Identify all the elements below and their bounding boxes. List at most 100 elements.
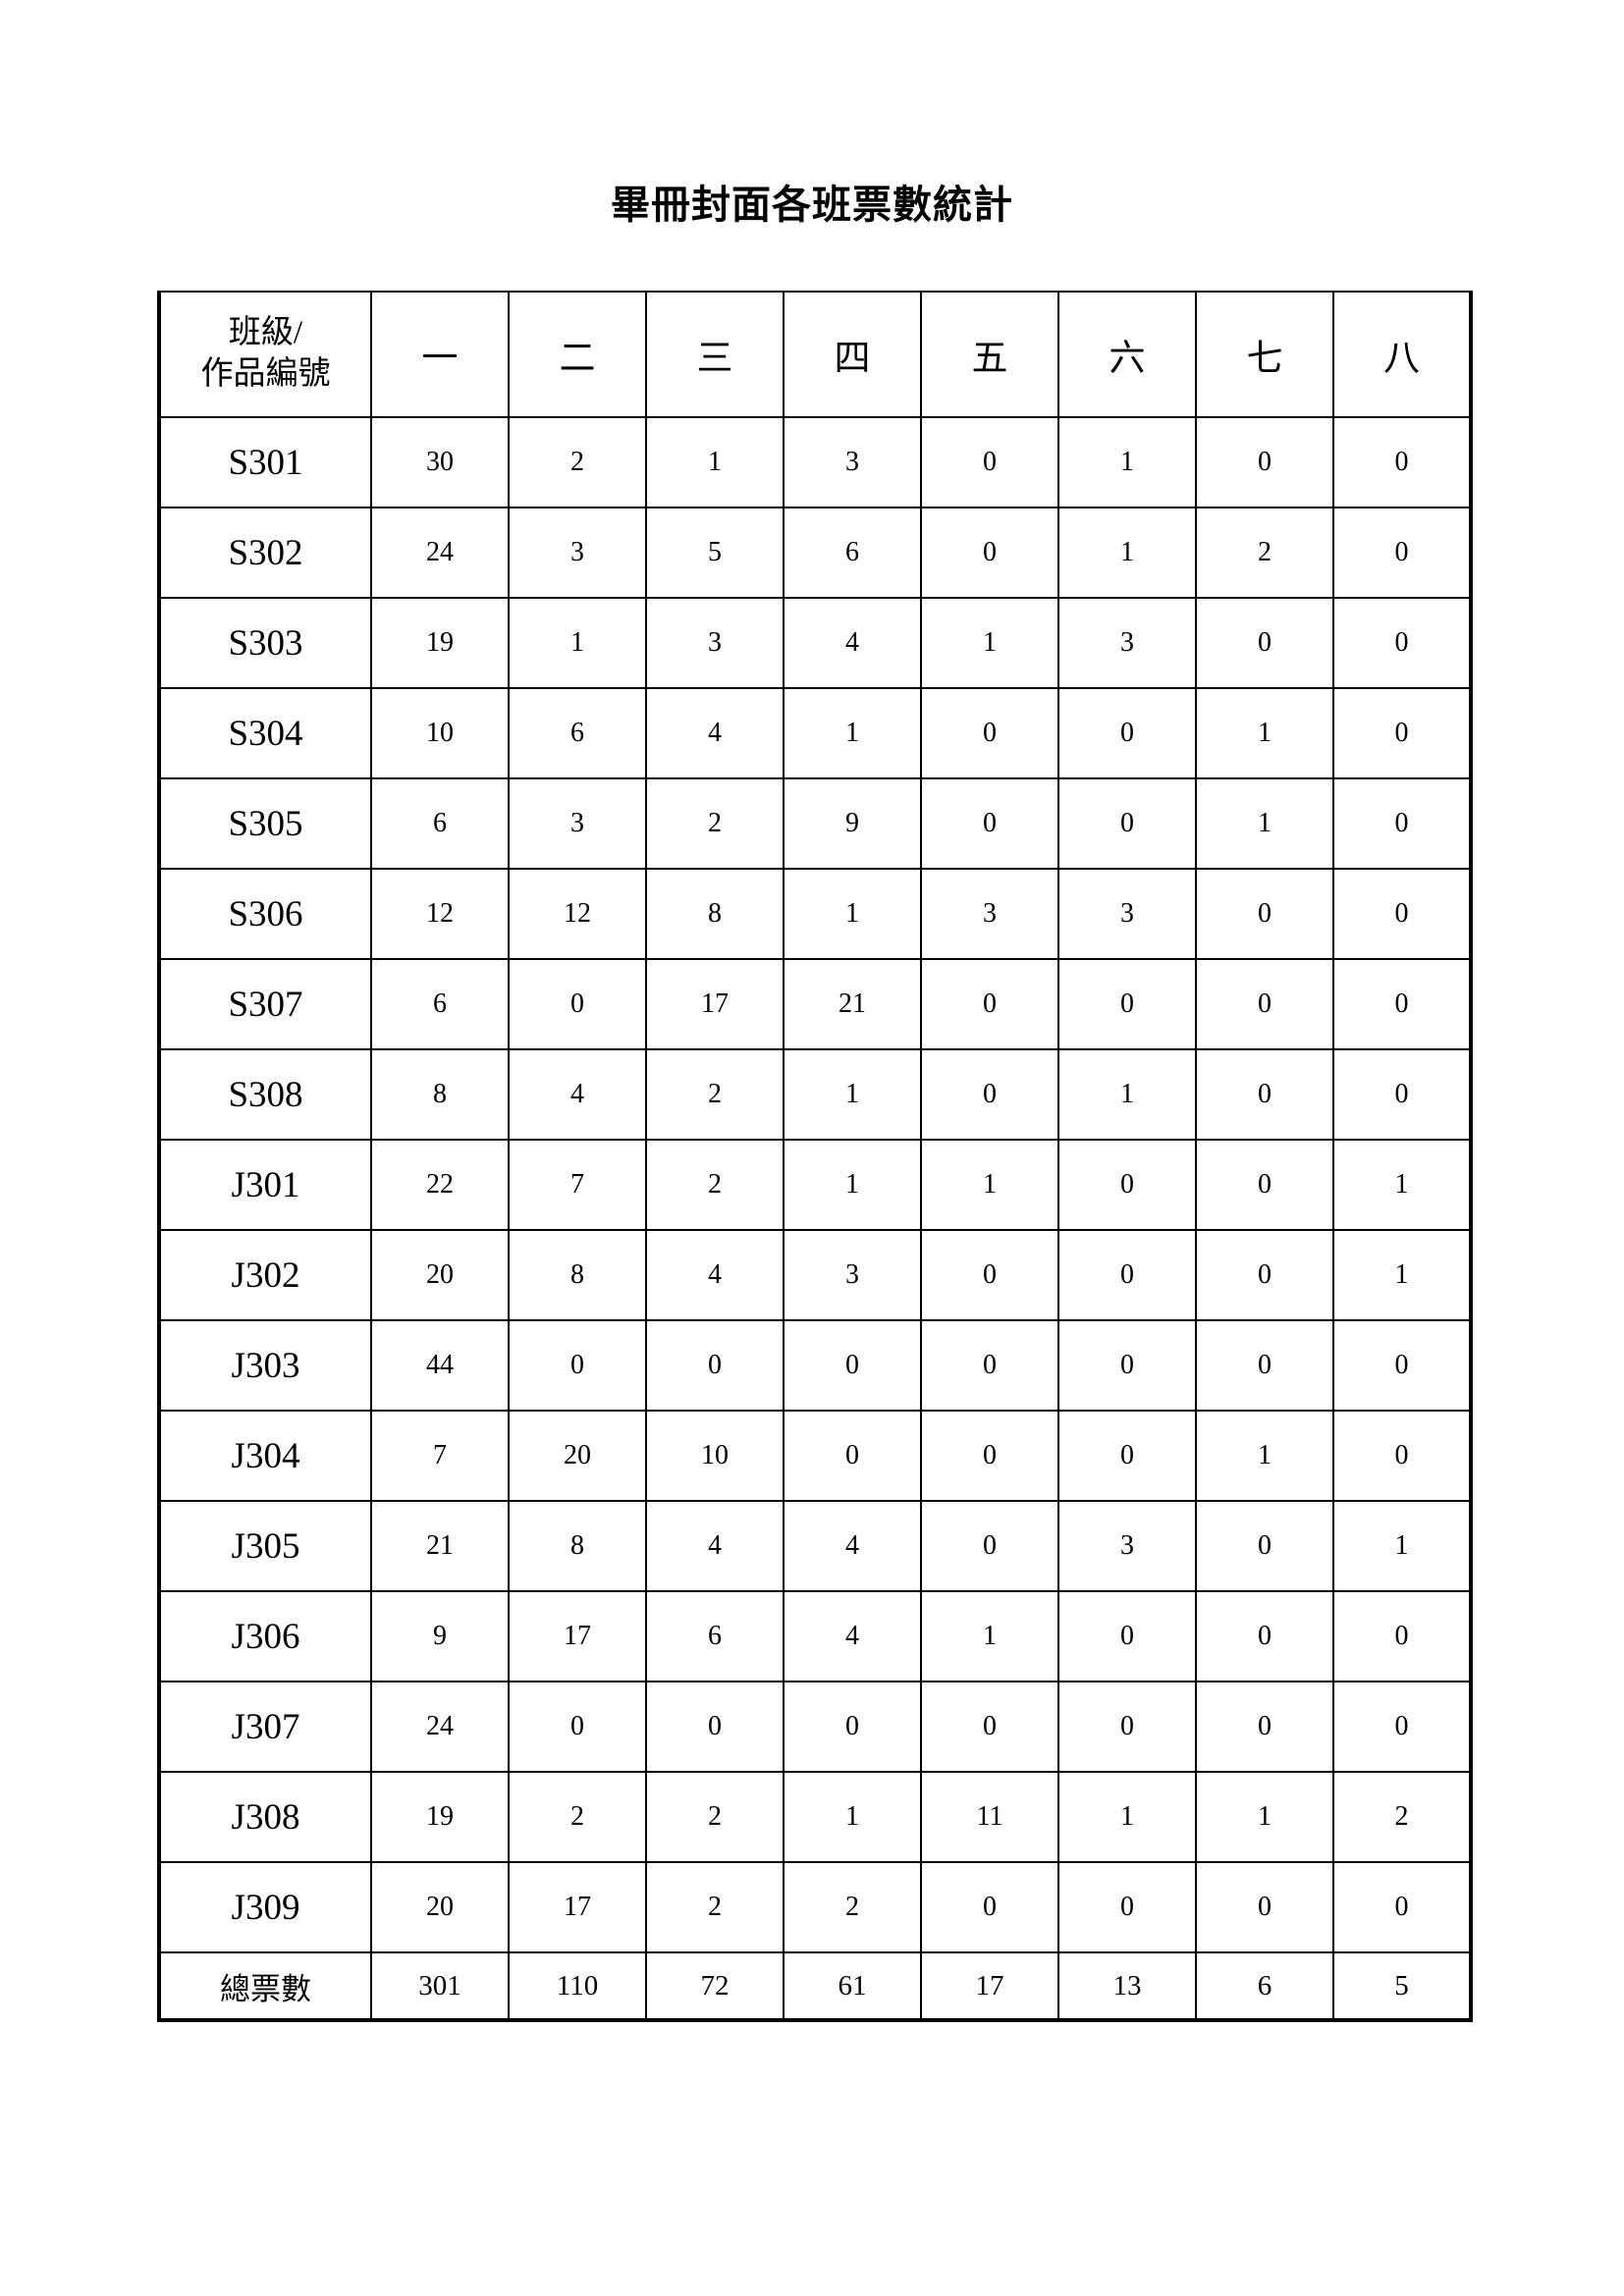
row-label-j304: J304 [157, 1410, 372, 1502]
column-header-3: 三 [645, 291, 785, 418]
total-cell-8: 5 [1332, 1951, 1473, 2022]
cell-s308-7: 0 [1195, 1048, 1334, 1141]
cell-s308-8: 0 [1332, 1048, 1473, 1141]
cell-s304-5: 0 [920, 687, 1059, 779]
cell-s307-3: 17 [645, 958, 785, 1050]
cell-j301-3: 2 [645, 1139, 785, 1231]
cell-j307-7: 0 [1195, 1681, 1334, 1773]
cell-s301-5: 0 [920, 416, 1059, 508]
cell-s305-5: 0 [920, 777, 1059, 870]
cell-s304-7: 1 [1195, 687, 1334, 779]
cell-j308-7: 1 [1195, 1771, 1334, 1863]
total-cell-3: 72 [645, 1951, 785, 2022]
cell-j307-3: 0 [645, 1681, 785, 1773]
cell-j303-2: 0 [508, 1319, 647, 1412]
cell-j302-8: 1 [1332, 1229, 1473, 1321]
cell-j303-5: 0 [920, 1319, 1059, 1412]
table-row: J306 9 17 6 4 1 0 0 0 [157, 1590, 1473, 1682]
table-row: J302 20 8 4 3 0 0 0 1 [157, 1229, 1473, 1321]
cell-s307-6: 0 [1057, 958, 1197, 1050]
cell-s303-1: 19 [370, 597, 510, 689]
cell-s303-5: 1 [920, 597, 1059, 689]
table-body: S301 30 2 1 3 0 1 0 0 S302 24 3 5 6 0 1 2 0 S303 19 1 3 4 1 3 0 0 S… [157, 416, 1473, 2022]
cell-j307-6: 0 [1057, 1681, 1197, 1773]
cell-s305-2: 3 [508, 777, 647, 870]
cell-s306-2: 12 [508, 868, 647, 960]
cell-j303-3: 0 [645, 1319, 785, 1412]
page-title: 畢冊封面各班票數統計 [611, 183, 1013, 227]
cell-s302-3: 5 [645, 507, 785, 599]
cell-j307-4: 0 [783, 1681, 922, 1773]
table-row: S308 8 4 2 1 0 1 0 0 [157, 1048, 1473, 1141]
row-label-s308: S308 [157, 1048, 372, 1141]
cell-s303-3: 3 [645, 597, 785, 689]
column-header-7: 七 [1195, 291, 1334, 418]
cell-s304-1: 10 [370, 687, 510, 779]
cell-s306-1: 12 [370, 868, 510, 960]
cell-s307-5: 0 [920, 958, 1059, 1050]
cell-s302-2: 3 [508, 507, 647, 599]
cell-s302-5: 0 [920, 507, 1059, 599]
cell-s301-4: 3 [783, 416, 922, 508]
cell-s303-6: 3 [1057, 597, 1197, 689]
cell-s308-2: 4 [508, 1048, 647, 1141]
cell-s306-5: 3 [920, 868, 1059, 960]
cell-j309-5: 0 [920, 1861, 1059, 1953]
cell-j308-8: 2 [1332, 1771, 1473, 1863]
column-header-1: 一 [370, 291, 510, 418]
corner-header-line-2: 作品編號 [200, 356, 331, 392]
cell-s308-4: 1 [783, 1048, 922, 1141]
cell-s301-7: 0 [1195, 416, 1334, 508]
cell-j306-6: 0 [1057, 1590, 1197, 1682]
cell-s304-3: 4 [645, 687, 785, 779]
cell-s308-3: 2 [645, 1048, 785, 1141]
cell-s304-2: 6 [508, 687, 647, 779]
cell-j301-7: 0 [1195, 1139, 1334, 1231]
cell-j309-8: 0 [1332, 1861, 1473, 1953]
cell-s306-6: 3 [1057, 868, 1197, 960]
row-label-s302: S302 [157, 507, 372, 599]
cell-j301-4: 1 [783, 1139, 922, 1231]
cell-j306-1: 9 [370, 1590, 510, 1682]
cell-j306-8: 0 [1332, 1590, 1473, 1682]
cell-j305-4: 4 [783, 1500, 922, 1592]
cell-j309-1: 20 [370, 1861, 510, 1953]
cell-s304-6: 0 [1057, 687, 1197, 779]
cell-j307-1: 24 [370, 1681, 510, 1773]
table-row: J304 7 20 10 0 0 0 1 0 [157, 1410, 1473, 1502]
cell-j309-3: 2 [645, 1861, 785, 1953]
column-header-6: 六 [1057, 291, 1197, 418]
cell-s307-4: 21 [783, 958, 922, 1050]
cell-j308-6: 1 [1057, 1771, 1197, 1863]
cell-s307-8: 0 [1332, 958, 1473, 1050]
table-row: J309 20 17 2 2 0 0 0 0 [157, 1861, 1473, 1953]
row-label-j301: J301 [157, 1139, 372, 1231]
cell-j303-1: 44 [370, 1319, 510, 1412]
row-label-j305: J305 [157, 1500, 372, 1592]
cell-s303-2: 1 [508, 597, 647, 689]
cell-s305-3: 2 [645, 777, 785, 870]
table-row: S301 30 2 1 3 0 1 0 0 [157, 416, 1473, 508]
cell-s304-8: 0 [1332, 687, 1473, 779]
cell-s302-4: 6 [783, 507, 922, 599]
table-row: J307 24 0 0 0 0 0 0 0 [157, 1681, 1473, 1773]
row-label-s301: S301 [157, 416, 372, 508]
cell-s301-8: 0 [1332, 416, 1473, 508]
table-row: S307 6 0 17 21 0 0 0 0 [157, 958, 1473, 1050]
cell-j304-2: 20 [508, 1410, 647, 1502]
cell-s306-8: 0 [1332, 868, 1473, 960]
cell-j302-7: 0 [1195, 1229, 1334, 1321]
table-row: J308 19 2 2 1 11 1 1 2 [157, 1771, 1473, 1863]
cell-j304-6: 0 [1057, 1410, 1197, 1502]
cell-j305-6: 3 [1057, 1500, 1197, 1592]
column-header-8: 八 [1332, 291, 1473, 418]
cell-s302-1: 24 [370, 507, 510, 599]
cell-j302-5: 0 [920, 1229, 1059, 1321]
cell-j301-8: 1 [1332, 1139, 1473, 1231]
row-label-j308: J308 [157, 1771, 372, 1863]
cell-j301-2: 7 [508, 1139, 647, 1231]
cell-j304-1: 7 [370, 1410, 510, 1502]
cell-s308-6: 1 [1057, 1048, 1197, 1141]
cell-j309-2: 17 [508, 1861, 647, 1953]
cell-j305-1: 21 [370, 1500, 510, 1592]
